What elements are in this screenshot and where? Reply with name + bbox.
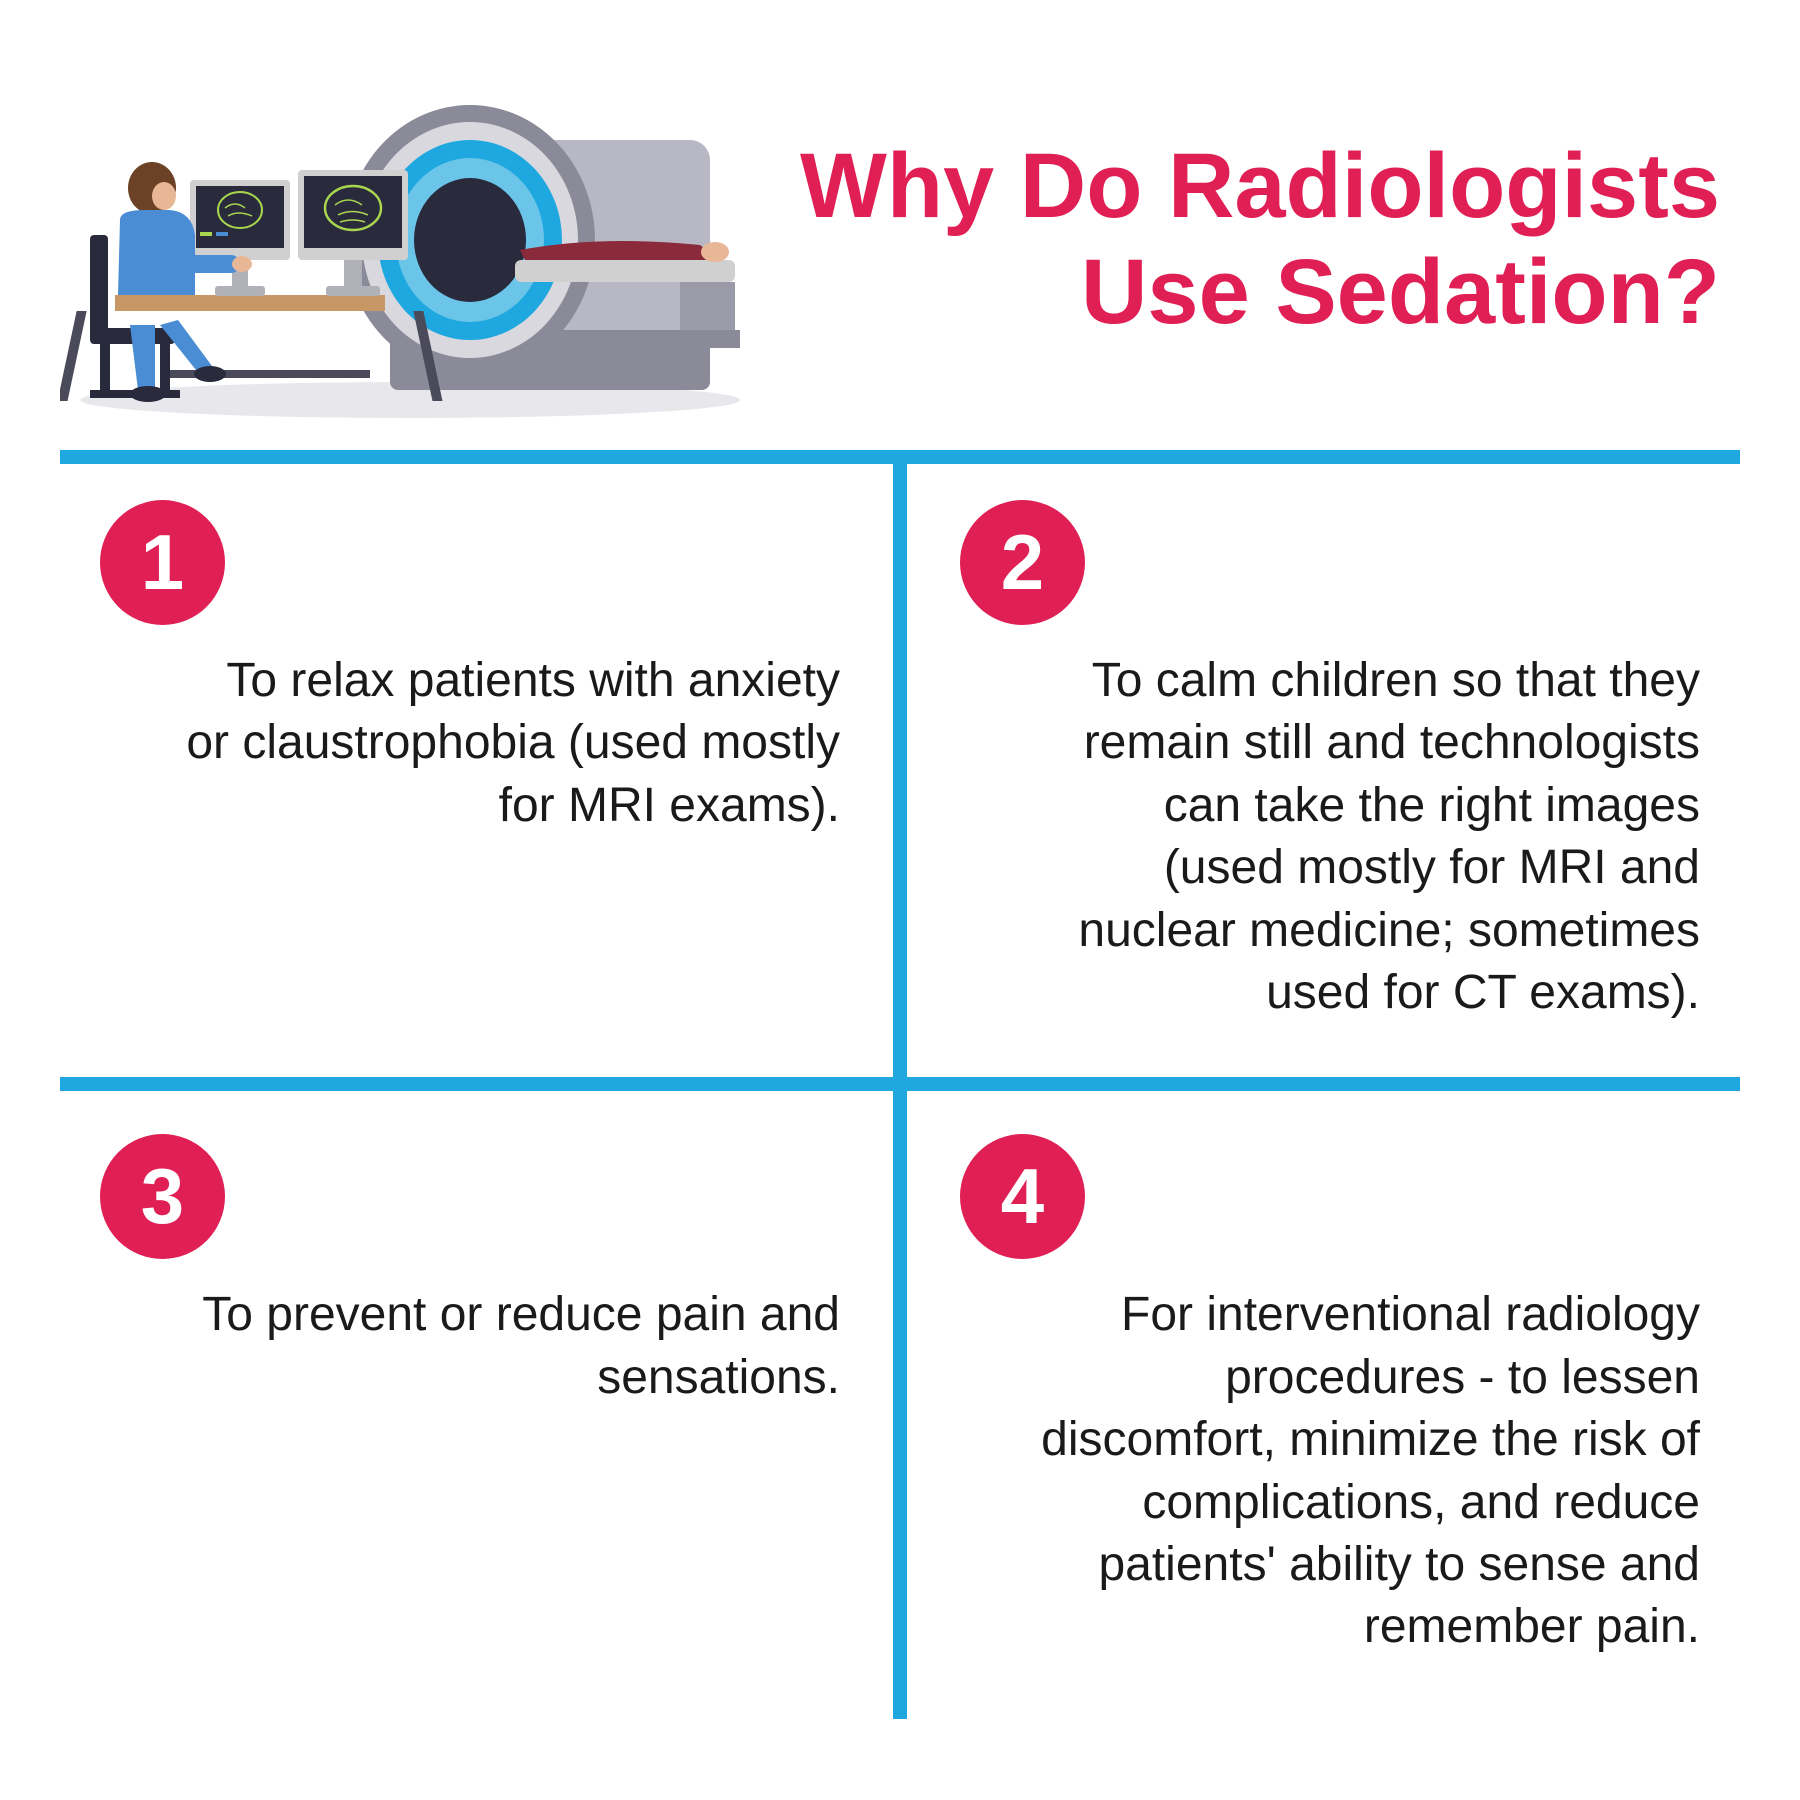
reason-cell-2: 2 To calm children so that they remain s… xyxy=(900,450,1760,1084)
infographic-container: Why Do Radiologists Use Sedation? 1 To r… xyxy=(40,40,1760,1760)
reason-cell-1: 1 To relax patients with anxiety or clau… xyxy=(40,450,900,1084)
page-title: Why Do Radiologists Use Sedation? xyxy=(760,134,1720,346)
number-badge: 4 xyxy=(960,1134,1085,1259)
mri-illustration xyxy=(60,60,760,420)
reason-text: For interventional radiology procedures … xyxy=(960,1284,1700,1658)
number-badge: 2 xyxy=(960,500,1085,625)
reason-text: To relax patients with anxiety or claust… xyxy=(100,650,840,837)
reason-cell-4: 4 For interventional radiology procedure… xyxy=(900,1084,1760,1718)
reasons-grid: 1 To relax patients with anxiety or clau… xyxy=(40,450,1760,1719)
number-badge: 3 xyxy=(100,1134,225,1259)
reason-text: To prevent or reduce pain and sensations… xyxy=(100,1284,840,1409)
number-badge: 1 xyxy=(100,500,225,625)
reason-text: To calm children so that they remain sti… xyxy=(960,650,1700,1024)
reason-cell-3: 3 To prevent or reduce pain and sensatio… xyxy=(40,1084,900,1718)
header: Why Do Radiologists Use Sedation? xyxy=(40,40,1760,450)
